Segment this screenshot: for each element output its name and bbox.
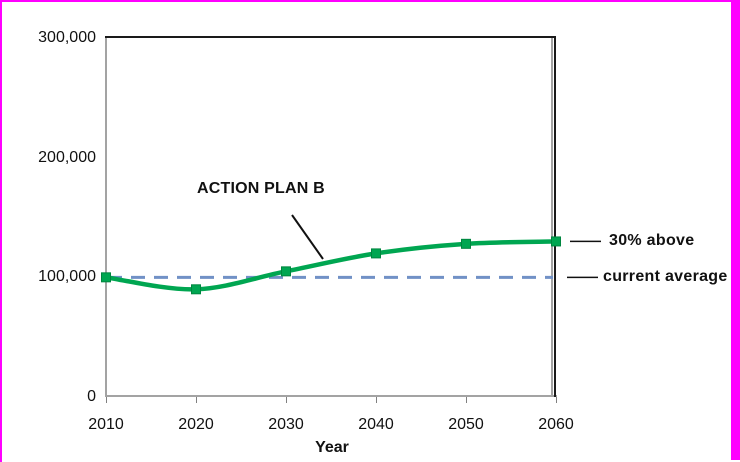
series-marker <box>461 238 471 249</box>
selection-border-left <box>0 0 2 462</box>
y-tick-label: 300,000 <box>38 29 96 46</box>
x-tick-label: 2040 <box>358 416 394 433</box>
end-value-label: 30% above <box>609 232 695 249</box>
selection-border-top <box>0 0 740 2</box>
x-axis-title: Year <box>315 439 349 456</box>
x-tick-label: 2020 <box>178 416 214 433</box>
series-marker <box>281 266 291 277</box>
y-tick-label: 0 <box>87 388 96 405</box>
series-marker <box>371 248 381 259</box>
series-line <box>103 239 559 292</box>
y-axis-line <box>105 38 107 397</box>
series-annotation-label: ACTION PLAN B <box>197 180 325 197</box>
y-tick-label: 100,000 <box>38 268 96 286</box>
y-tick-label: 200,000 <box>38 148 96 166</box>
reference-line-label: current average <box>603 268 728 285</box>
plot-border-right <box>554 36 556 397</box>
x-tick-label: 2010 <box>88 416 124 433</box>
x-tick-label: 2030 <box>268 416 304 433</box>
selection-border-right <box>731 0 740 460</box>
plot-border-top <box>105 36 556 38</box>
series-marker <box>551 236 561 247</box>
x-tick-label: 2050 <box>448 416 484 433</box>
x-tick-label: 2060 <box>538 416 574 433</box>
x-axis-line <box>105 395 557 397</box>
plot-border-right-inner <box>551 38 553 397</box>
series-marker <box>101 272 111 283</box>
annotation-callout-line <box>291 214 324 260</box>
series-marker <box>191 284 201 295</box>
